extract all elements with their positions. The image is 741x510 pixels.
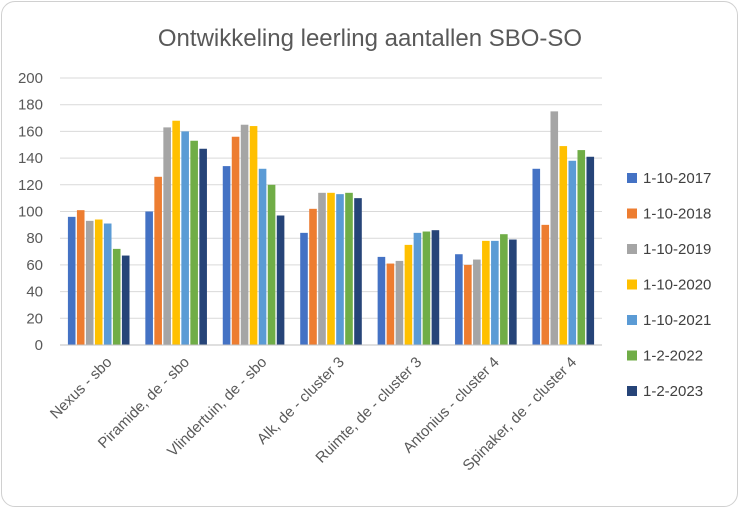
bar xyxy=(318,192,326,345)
bar xyxy=(386,263,395,345)
bar xyxy=(327,192,335,345)
legend-label: 1-2-2023 xyxy=(643,383,703,400)
bar xyxy=(94,219,103,345)
bar xyxy=(541,224,550,345)
bar xyxy=(550,111,559,345)
bar xyxy=(455,254,463,345)
bar xyxy=(309,208,317,345)
bar xyxy=(163,127,171,346)
y-axis-ticks: 0 20 40 60 80 100 120 140 160 180 200 xyxy=(18,70,43,354)
y-tick-label: 140 xyxy=(18,150,43,167)
bar xyxy=(300,232,308,345)
bar xyxy=(491,240,499,345)
legend-label: 1-10-2018 xyxy=(643,206,711,223)
y-tick-label: 80 xyxy=(26,230,43,247)
bar xyxy=(249,126,258,345)
y-tick-label: 160 xyxy=(18,123,43,140)
legend-label: 1-10-2017 xyxy=(643,170,711,187)
bar xyxy=(354,198,362,345)
category-label: Nexus - sbo xyxy=(47,354,116,423)
y-tick-label: 20 xyxy=(26,310,43,327)
bar xyxy=(67,216,76,345)
y-tick-label: 100 xyxy=(18,204,43,221)
bar xyxy=(103,223,112,345)
legend-label: 1-10-2020 xyxy=(643,277,711,294)
bar xyxy=(199,148,207,345)
bar xyxy=(172,120,180,345)
bar xyxy=(395,260,404,345)
legend-swatch xyxy=(627,208,637,219)
y-tick-label: 120 xyxy=(18,177,43,194)
legend-swatch xyxy=(627,244,637,254)
bar xyxy=(559,146,568,345)
bar xyxy=(345,192,353,345)
bar xyxy=(336,194,344,345)
y-tick-label: 200 xyxy=(18,70,43,87)
bar xyxy=(154,176,162,345)
bar xyxy=(258,168,267,345)
bar xyxy=(404,244,413,345)
bar xyxy=(240,124,249,345)
chart-title: Ontwikkeling leerling aantallen SBO-SO xyxy=(158,25,582,52)
bar xyxy=(473,259,481,345)
bar xyxy=(568,160,577,345)
bar xyxy=(145,211,153,345)
y-tick-label: 0 xyxy=(35,337,43,354)
bar xyxy=(532,168,541,345)
bar xyxy=(464,264,472,345)
bar xyxy=(577,150,586,345)
bar xyxy=(231,136,240,345)
bar xyxy=(586,156,595,345)
bar xyxy=(276,215,285,345)
legend-label: 1-10-2019 xyxy=(643,241,711,258)
legend-swatch xyxy=(627,350,637,361)
bar xyxy=(181,131,189,345)
y-tick-label: 40 xyxy=(26,284,43,301)
legend-swatch xyxy=(627,386,637,396)
bar xyxy=(222,166,231,345)
legend-swatch xyxy=(627,279,637,290)
bars xyxy=(67,111,595,346)
bar xyxy=(267,184,276,345)
bar xyxy=(482,240,490,345)
bar xyxy=(377,256,386,345)
bar xyxy=(422,231,431,345)
bar xyxy=(190,140,198,345)
legend-label: 1-2-2022 xyxy=(643,348,703,365)
y-tick-label: 60 xyxy=(26,257,43,274)
bar xyxy=(76,210,85,345)
bar xyxy=(112,248,121,345)
bar xyxy=(500,234,508,345)
y-tick-label: 180 xyxy=(18,97,43,114)
bar xyxy=(121,255,130,345)
legend: 1-10-2017 1-10-2018 1-10-2019 1-10-2020 1-10… xyxy=(627,170,711,400)
legend-swatch xyxy=(627,173,637,183)
bar xyxy=(431,230,440,345)
bar xyxy=(509,239,517,345)
bar xyxy=(413,232,422,345)
legend-swatch xyxy=(627,315,637,325)
bar xyxy=(85,220,94,345)
legend-label: 1-10-2021 xyxy=(643,312,711,329)
